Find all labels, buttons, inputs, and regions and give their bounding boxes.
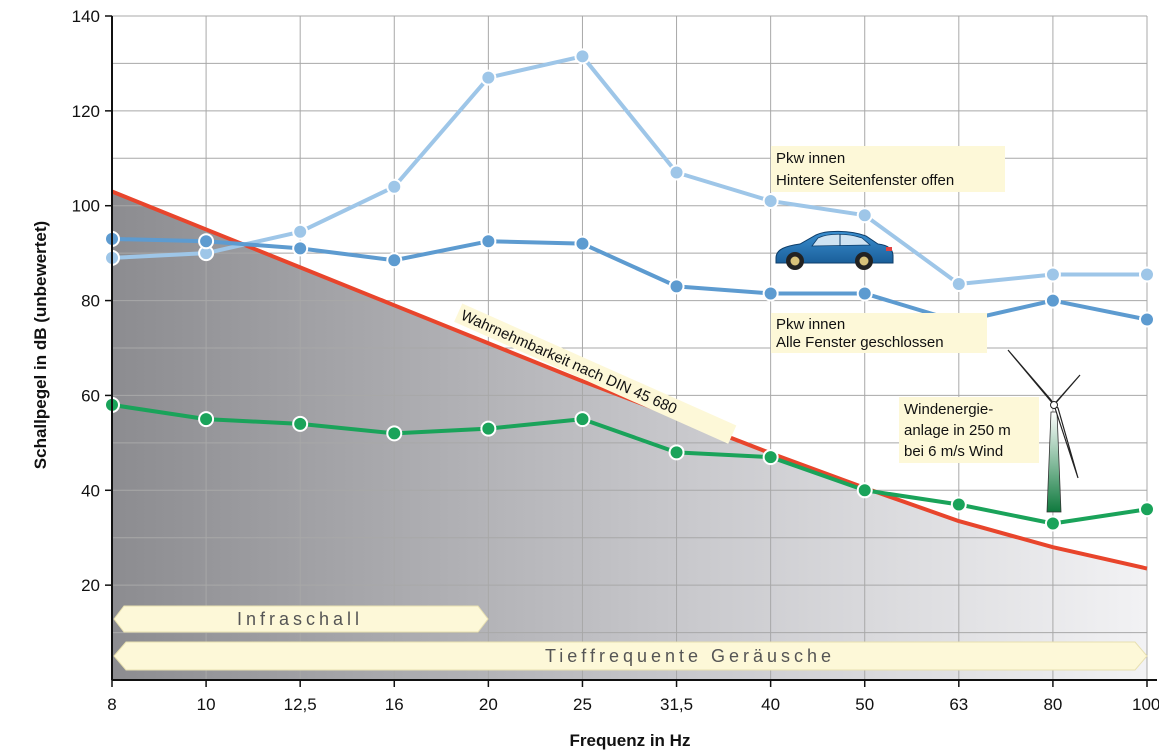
annotation-wind: Windenergie- anlage in 250 m bei 6 m/s W…: [899, 397, 1039, 463]
annotation-pkw-closed: Pkw innen Alle Fenster geschlossen: [771, 313, 987, 353]
y-tick-label: 80: [81, 292, 100, 311]
y-axis-title: Schallpegel in dB (unbewertet): [31, 221, 50, 469]
series-2-point: [480, 420, 497, 437]
x-tick-label: 10: [197, 695, 216, 714]
y-tick-label: 40: [81, 481, 100, 500]
y-tick-label: 20: [81, 576, 100, 595]
annotation-wind-line2: anlage in 250 m: [904, 422, 1011, 439]
series-2-point: [1044, 515, 1061, 532]
x-tick-label: 8: [107, 695, 116, 714]
tick-labels: 8 10 12,5 16 20 25 31,5 40 50 63 80 100 20 40 60 80 100 1…: [72, 7, 1159, 714]
band-tieffrequent: Tieffrequente Geräusche: [113, 641, 1148, 671]
x-tick-label: 100: [1132, 695, 1159, 714]
series-0-point: [292, 223, 309, 240]
grid: [112, 15, 1148, 680]
series-0-point: [856, 207, 873, 224]
y-tick-label: 100: [72, 197, 100, 216]
series-2-point: [668, 444, 685, 461]
series-0-point: [762, 192, 779, 209]
series-0-point: [668, 164, 685, 181]
x-tick-label: 50: [855, 695, 874, 714]
y-tick-label: 120: [72, 102, 100, 121]
series-2-point: [386, 425, 403, 442]
x-tick-label: 16: [385, 695, 404, 714]
y-tick-label: 140: [72, 7, 100, 26]
band-infraschall-label: Infraschall: [237, 609, 363, 629]
series-2-point: [574, 411, 591, 428]
series-1-point: [574, 235, 591, 252]
series-2-point: [198, 411, 215, 428]
series-0-point: [1139, 266, 1155, 283]
x-tick-label: 31,5: [660, 695, 693, 714]
x-tick-label: 40: [761, 695, 780, 714]
x-tick-label: 20: [479, 695, 498, 714]
annotation-pkw-open-line2: Hintere Seitenfenster offen: [776, 172, 954, 189]
series-0-point: [386, 178, 403, 195]
series-2-point: [856, 482, 873, 499]
series-1-point: [198, 233, 215, 250]
series-0-point: [480, 69, 497, 86]
series-2-point: [950, 496, 967, 513]
series-0-point: [1044, 266, 1061, 283]
series-0-point: [950, 275, 967, 292]
series-0-point: [574, 48, 591, 65]
annotation-wind-line3: bei 6 m/s Wind: [904, 443, 1003, 460]
series-1-point: [668, 278, 685, 295]
series-1-point: [292, 240, 309, 257]
series-1-point: [386, 252, 403, 269]
car-icon: [775, 230, 894, 270]
y-tick-label: 60: [81, 386, 100, 405]
series-1-point: [1139, 311, 1155, 328]
series-line-0: [111, 54, 1147, 286]
x-tick-label: 25: [573, 695, 592, 714]
series-1-point: [1044, 292, 1061, 309]
annotation-pkw-open: Pkw innen Hintere Seitenfenster offen: [771, 146, 1005, 192]
annotation-pkw-closed-line2: Alle Fenster geschlossen: [776, 334, 944, 351]
series-2-point: [292, 415, 309, 432]
x-tick-label: 12,5: [284, 695, 317, 714]
series-line-2: [111, 402, 1148, 526]
band-infraschall: Infraschall: [113, 605, 489, 633]
series-2-point: [1139, 501, 1155, 518]
wind-turbine-icon: [1007, 349, 1081, 513]
band-tieffrequent-label: Tieffrequente Geräusche: [545, 646, 835, 666]
x-axis-title: Frequenz in Hz: [570, 731, 691, 750]
series-2-point: [762, 449, 779, 466]
x-tick-label: 63: [949, 695, 968, 714]
x-tick-label: 80: [1043, 695, 1062, 714]
axes: [105, 15, 1157, 687]
series-1-point: [762, 285, 779, 302]
series-1-point: [480, 233, 497, 250]
annotation-wind-line1: Windenergie-: [904, 401, 993, 418]
annotation-pkw-open-line1: Pkw innen: [776, 150, 845, 167]
annotation-pkw-closed-line1: Pkw innen: [776, 316, 845, 333]
series-1-point: [856, 285, 873, 302]
